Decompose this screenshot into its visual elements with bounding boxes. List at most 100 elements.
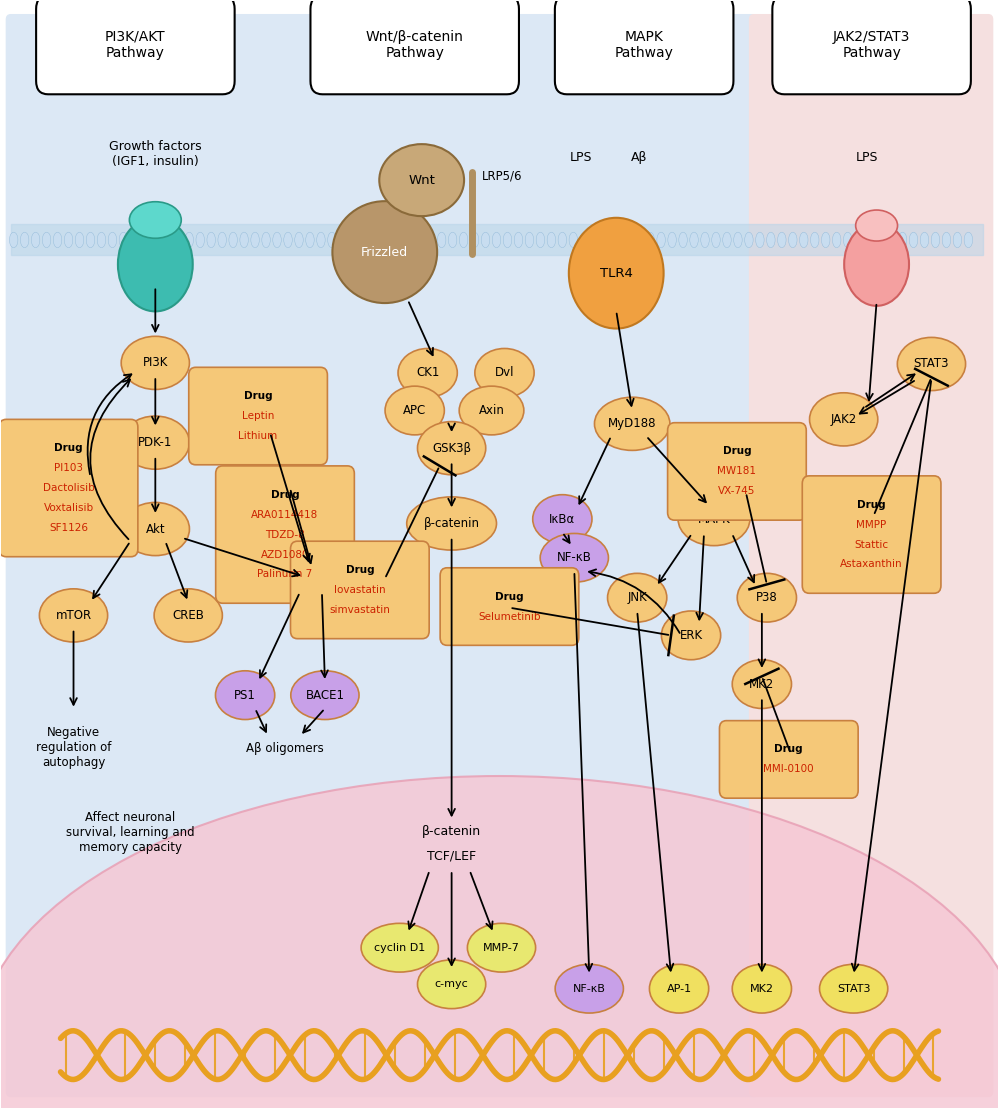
Text: VX-745: VX-745 <box>718 487 755 497</box>
Text: Drug: Drug <box>496 591 523 601</box>
Ellipse shape <box>174 232 183 247</box>
Ellipse shape <box>460 386 523 435</box>
FancyBboxPatch shape <box>6 14 759 1097</box>
Ellipse shape <box>119 232 128 247</box>
Ellipse shape <box>737 573 796 622</box>
Text: LPS: LPS <box>855 152 878 164</box>
Ellipse shape <box>262 232 271 247</box>
Text: PI3K/AKT
Pathway: PI3K/AKT Pathway <box>105 30 166 60</box>
Text: mTOR: mTOR <box>56 609 92 622</box>
Ellipse shape <box>482 232 490 247</box>
Text: TCF/LEF: TCF/LEF <box>427 849 477 863</box>
Ellipse shape <box>624 232 632 247</box>
Ellipse shape <box>97 232 106 247</box>
FancyBboxPatch shape <box>772 0 971 94</box>
Ellipse shape <box>108 232 117 247</box>
Ellipse shape <box>0 776 999 1109</box>
Ellipse shape <box>843 232 852 247</box>
Text: MMI-0100: MMI-0100 <box>763 764 814 774</box>
Ellipse shape <box>920 232 929 247</box>
Text: LRP5/6: LRP5/6 <box>482 170 522 182</box>
Ellipse shape <box>532 495 592 543</box>
Text: lovastatin: lovastatin <box>334 584 386 594</box>
Ellipse shape <box>568 217 663 328</box>
Text: Drug: Drug <box>54 444 83 454</box>
Ellipse shape <box>306 232 315 247</box>
Ellipse shape <box>594 397 670 450</box>
Ellipse shape <box>602 232 610 247</box>
Ellipse shape <box>635 232 643 247</box>
Text: simvastatin: simvastatin <box>330 604 391 614</box>
Text: Drug: Drug <box>244 391 273 401</box>
Ellipse shape <box>339 232 347 247</box>
Ellipse shape <box>766 232 775 247</box>
Ellipse shape <box>361 232 369 247</box>
Ellipse shape <box>942 232 951 247</box>
Ellipse shape <box>416 232 424 247</box>
Ellipse shape <box>649 965 708 1013</box>
Text: MK2: MK2 <box>750 984 774 994</box>
Ellipse shape <box>525 232 533 247</box>
Text: PI3K: PI3K <box>143 356 168 369</box>
Ellipse shape <box>405 232 413 247</box>
Text: Frizzled: Frizzled <box>362 245 409 258</box>
Ellipse shape <box>460 232 468 247</box>
Text: Negative
regulation of
autophagy: Negative regulation of autophagy <box>36 726 111 770</box>
Text: MyD188: MyD188 <box>608 417 656 430</box>
Ellipse shape <box>569 232 577 247</box>
Text: CK1: CK1 <box>416 366 440 379</box>
Ellipse shape <box>361 924 439 973</box>
Ellipse shape <box>380 144 465 216</box>
Text: AZD1080: AZD1080 <box>261 549 310 560</box>
Text: MK2: MK2 <box>749 678 774 691</box>
Text: Aβ: Aβ <box>631 152 647 164</box>
Ellipse shape <box>471 232 479 247</box>
Ellipse shape <box>646 232 654 247</box>
FancyBboxPatch shape <box>719 721 858 798</box>
Ellipse shape <box>273 232 282 247</box>
Ellipse shape <box>196 232 205 247</box>
Ellipse shape <box>503 232 511 247</box>
Ellipse shape <box>678 492 750 546</box>
Text: Drug: Drug <box>346 564 375 574</box>
Ellipse shape <box>700 232 709 247</box>
Text: MW181: MW181 <box>717 467 756 477</box>
Ellipse shape <box>580 232 588 247</box>
Ellipse shape <box>810 232 819 247</box>
Ellipse shape <box>898 232 907 247</box>
Ellipse shape <box>418 421 486 475</box>
Ellipse shape <box>42 232 51 247</box>
Text: Palinurin 7: Palinurin 7 <box>258 569 313 579</box>
Ellipse shape <box>679 232 687 247</box>
Ellipse shape <box>130 202 181 238</box>
Ellipse shape <box>385 386 445 435</box>
Ellipse shape <box>832 232 841 247</box>
Text: MMP-7: MMP-7 <box>484 943 519 953</box>
FancyBboxPatch shape <box>749 14 993 1097</box>
Ellipse shape <box>844 223 909 306</box>
Text: JAK2/STAT3
Pathway: JAK2/STAT3 Pathway <box>833 30 910 60</box>
FancyBboxPatch shape <box>0 419 138 557</box>
Text: Stattic: Stattic <box>854 540 889 550</box>
FancyBboxPatch shape <box>441 568 578 645</box>
Text: IκBα: IκBα <box>549 512 575 526</box>
Ellipse shape <box>118 217 193 312</box>
FancyBboxPatch shape <box>291 541 430 639</box>
Ellipse shape <box>317 232 325 247</box>
Ellipse shape <box>121 336 190 389</box>
Text: β-catenin: β-catenin <box>422 825 482 838</box>
FancyBboxPatch shape <box>802 476 941 593</box>
Ellipse shape <box>333 201 438 303</box>
Text: PI103: PI103 <box>54 464 83 474</box>
Text: AP-1: AP-1 <box>666 984 691 994</box>
Text: c-myc: c-myc <box>435 979 469 989</box>
Ellipse shape <box>732 660 791 709</box>
Ellipse shape <box>407 497 497 550</box>
Text: JNK: JNK <box>627 591 647 604</box>
Text: GSK3β: GSK3β <box>432 441 472 455</box>
Ellipse shape <box>86 232 95 247</box>
Ellipse shape <box>876 232 885 247</box>
Ellipse shape <box>788 232 797 247</box>
Ellipse shape <box>121 416 190 469</box>
Text: TLR4: TLR4 <box>599 266 632 279</box>
